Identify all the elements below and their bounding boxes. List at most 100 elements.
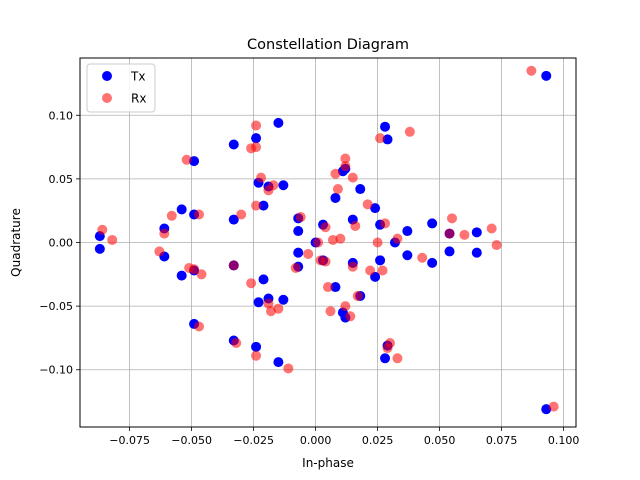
data-point-rx — [97, 224, 108, 235]
data-point-rx — [194, 321, 205, 332]
x-tick-label: 0.050 — [424, 434, 456, 447]
data-point-rx — [251, 142, 262, 153]
y-tick-label: −0.05 — [39, 300, 73, 313]
y-tick-label: 0.05 — [49, 173, 74, 186]
data-point-rx — [189, 264, 200, 275]
data-point-tx — [278, 294, 289, 305]
data-point-rx — [347, 172, 358, 183]
data-point-rx — [263, 298, 274, 309]
data-point-tx — [176, 204, 187, 215]
data-point-tx — [189, 156, 200, 167]
data-point-rx — [313, 237, 324, 248]
data-point-rx — [335, 233, 346, 244]
y-axis-label: Quadrature — [9, 208, 23, 277]
data-point-rx — [290, 262, 301, 273]
data-point-rx — [196, 269, 207, 280]
data-point-rx — [404, 126, 415, 137]
data-point-tx — [471, 227, 482, 238]
legend-marker-rx — [102, 93, 112, 103]
data-point-rx — [251, 120, 262, 131]
data-point-rx — [154, 246, 165, 257]
data-point-rx — [340, 153, 351, 164]
data-point-tx — [253, 297, 264, 308]
data-point-rx — [491, 240, 502, 251]
data-point-rx — [459, 229, 470, 240]
data-point-rx — [256, 172, 267, 183]
data-point-tx — [380, 121, 391, 132]
x-tick-label: −0.050 — [171, 434, 212, 447]
data-point-rx — [548, 401, 559, 412]
data-point-rx — [385, 338, 395, 349]
y-tick-label: 0.10 — [49, 109, 74, 122]
legend-marker-tx — [102, 71, 112, 81]
data-point-rx — [236, 209, 247, 220]
data-point-tx — [228, 214, 239, 225]
data-point-rx — [340, 301, 351, 312]
data-point-tx — [330, 192, 341, 203]
data-point-tx — [541, 70, 552, 81]
series-layer — [94, 65, 559, 415]
y-tick-label: 0.00 — [49, 237, 74, 250]
data-point-rx — [327, 234, 338, 245]
data-point-tx — [427, 257, 438, 268]
x-tick-label: 0.100 — [548, 434, 580, 447]
data-point-rx — [392, 353, 403, 364]
data-point-rx — [320, 222, 331, 233]
data-point-rx — [268, 180, 279, 191]
data-point-rx — [181, 154, 192, 165]
x-axis-label: In-phase — [302, 456, 354, 470]
data-point-tx — [176, 270, 187, 281]
data-point-rx — [325, 306, 336, 317]
data-point-rx — [375, 133, 386, 144]
data-point-rx — [231, 338, 242, 349]
data-point-rx — [251, 350, 262, 361]
data-point-rx — [159, 228, 170, 239]
data-point-rx — [486, 223, 497, 234]
y-tick-label: −0.10 — [39, 364, 73, 377]
data-point-rx — [444, 228, 455, 239]
x-tick-label: 0.075 — [486, 434, 518, 447]
data-point-rx — [380, 218, 391, 229]
data-point-tx — [444, 246, 455, 257]
data-point-rx — [526, 65, 537, 76]
data-point-rx — [246, 278, 257, 289]
data-point-tx — [293, 226, 304, 237]
data-point-rx — [345, 311, 356, 322]
data-point-tx — [402, 250, 413, 261]
data-point-tx — [370, 203, 381, 214]
data-point-rx — [392, 233, 403, 244]
axis-ticks: −0.075 −0.050 −0.025 0.000 0.025 0.050 0.075 0.… — [39, 109, 579, 447]
data-point-tx — [251, 133, 262, 144]
data-point-tx — [94, 243, 105, 254]
data-point-tx — [228, 139, 239, 150]
data-point-rx — [320, 256, 331, 267]
data-point-tx — [273, 357, 284, 368]
x-tick-label: −0.025 — [233, 434, 274, 447]
data-point-tx — [380, 353, 391, 364]
data-point-tx — [375, 255, 386, 266]
x-tick-label: 0.025 — [362, 434, 394, 447]
data-point-rx — [362, 199, 373, 210]
data-point-rx — [340, 161, 351, 172]
data-point-tx — [278, 180, 289, 191]
data-point-rx — [352, 290, 363, 301]
data-point-tx — [471, 247, 482, 258]
data-point-rx — [166, 210, 177, 221]
data-point-tx — [251, 341, 262, 352]
data-point-rx — [194, 209, 205, 220]
data-point-tx — [293, 247, 304, 258]
legend-label-tx: Tx — [130, 70, 145, 84]
series-rx — [97, 65, 559, 412]
data-point-rx — [365, 265, 376, 276]
data-point-tx — [427, 218, 438, 229]
data-point-rx — [251, 200, 262, 211]
grid — [80, 58, 576, 427]
data-point-rx — [372, 237, 383, 248]
data-point-tx — [330, 282, 341, 293]
data-point-rx — [273, 303, 284, 314]
data-point-rx — [377, 265, 388, 276]
data-point-rx — [447, 213, 457, 224]
x-tick-label: 0.000 — [300, 434, 332, 447]
data-point-tx — [258, 274, 269, 285]
data-point-tx — [402, 226, 413, 237]
